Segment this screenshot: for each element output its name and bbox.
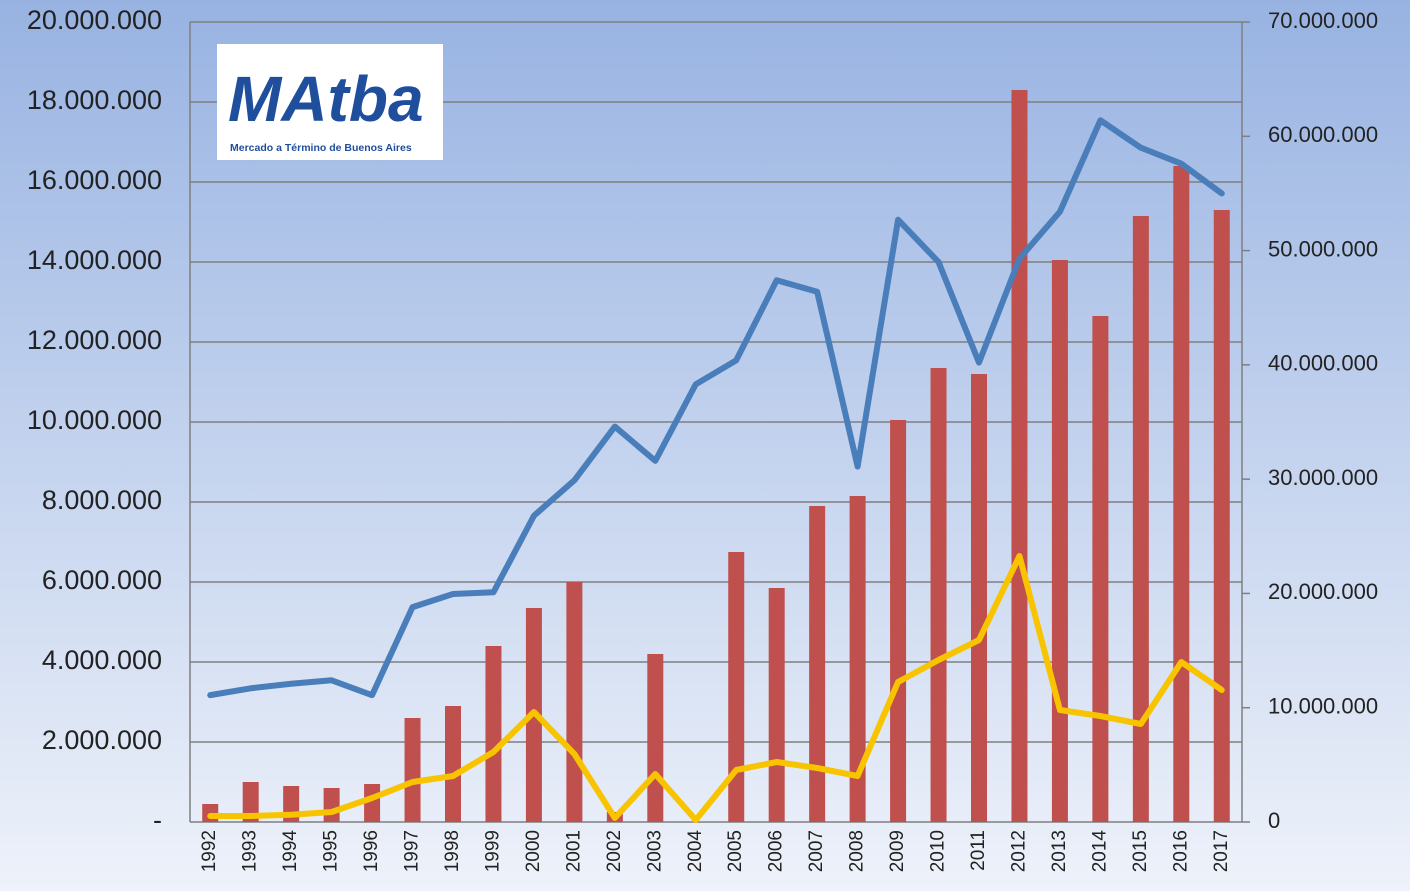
logo-box — [217, 44, 443, 160]
y2-tick-label: 60.000.000 — [1268, 122, 1378, 147]
bar — [445, 706, 461, 822]
x-tick-label: 2017 — [1211, 830, 1232, 872]
bar — [1092, 316, 1109, 822]
line-series — [207, 117, 1225, 699]
x-tick-label: 2005 — [725, 830, 746, 872]
logo-text: MAtba — [228, 63, 424, 135]
bar — [849, 496, 866, 822]
y-tick-label: 8.000.000 — [42, 485, 162, 515]
y-tick-label: 16.000.000 — [27, 165, 162, 195]
x-tick-label: 2000 — [523, 830, 544, 872]
logo-caption: Mercado a Término de Buenos Aires — [230, 142, 412, 154]
bar — [728, 552, 745, 822]
x-tick-label: 2013 — [1049, 830, 1070, 872]
bar — [242, 782, 259, 822]
x-tick-label: 1999 — [482, 830, 503, 872]
bar — [768, 588, 785, 822]
x-tick-label: 1993 — [240, 830, 261, 872]
x-tick-label: 1992 — [199, 830, 220, 872]
bar — [890, 420, 907, 822]
bar — [647, 654, 664, 822]
y2-tick-label: 40.000.000 — [1268, 351, 1378, 376]
x-tick-label: 2006 — [766, 830, 787, 872]
x-tick-label: 2007 — [806, 830, 827, 872]
x-tick-label: 2001 — [563, 830, 584, 872]
bar — [485, 646, 502, 822]
y-tick-label: 4.000.000 — [42, 645, 162, 675]
bar — [1132, 216, 1149, 822]
y-tick-label: 2.000.000 — [42, 725, 162, 755]
bar — [404, 718, 421, 822]
x-tick-label: 1997 — [402, 830, 423, 872]
plot-area: - 2.000.000 4.000.000 6.000.000 8.000.000 10.… — [27, 5, 1378, 872]
y2-tick-label: 20.000.000 — [1268, 579, 1378, 604]
x-tick-label: 1998 — [442, 830, 463, 872]
bar — [323, 788, 340, 822]
y2-tick-label: 30.000.000 — [1268, 465, 1378, 490]
bar — [1173, 166, 1190, 822]
line-series — [207, 553, 1225, 823]
x-tick-label: 2003 — [644, 830, 665, 872]
y2-tick-label: 10.000.000 — [1268, 694, 1378, 719]
x-tick-label: 2010 — [928, 830, 949, 872]
x-tick-label: 2014 — [1089, 830, 1110, 873]
y2-tick-label: 50.000.000 — [1268, 236, 1378, 261]
x-tick-label: 2009 — [887, 830, 908, 872]
x-tick-label: 2016 — [1170, 830, 1191, 872]
y2-tick-label: 0 — [1268, 808, 1280, 833]
bar — [809, 506, 826, 822]
x-tick-label: 2008 — [847, 830, 868, 872]
x-tick-label: 2004 — [685, 830, 706, 873]
bar — [1051, 260, 1068, 822]
bar — [971, 374, 987, 822]
x-tick-label: 2012 — [1008, 830, 1029, 872]
x-tick-label: 1995 — [321, 830, 342, 872]
y-tick-label: 20.000.000 — [27, 5, 162, 35]
x-tick-label: 1996 — [361, 830, 382, 872]
x-tick-label: 2002 — [604, 830, 625, 872]
y-tick-label: 14.000.000 — [27, 245, 162, 275]
y-tick-label: - — [153, 805, 162, 835]
logo: MAtba Mercado a Término de Buenos Aires — [217, 44, 443, 160]
x-tick-label: 2015 — [1130, 830, 1151, 872]
y2-tick-label: 70.000.000 — [1268, 8, 1378, 33]
x-tick-label: 1994 — [280, 830, 301, 873]
y-tick-label: 18.000.000 — [27, 85, 162, 115]
bar — [1213, 210, 1230, 822]
y-tick-label: 6.000.000 — [42, 565, 162, 595]
y-tick-label: 12.000.000 — [27, 325, 162, 355]
x-tick-label: 2011 — [968, 830, 989, 871]
y-tick-label: 10.000.000 — [27, 405, 162, 435]
bar — [566, 582, 583, 822]
bar — [1011, 90, 1028, 822]
bar — [930, 368, 947, 822]
